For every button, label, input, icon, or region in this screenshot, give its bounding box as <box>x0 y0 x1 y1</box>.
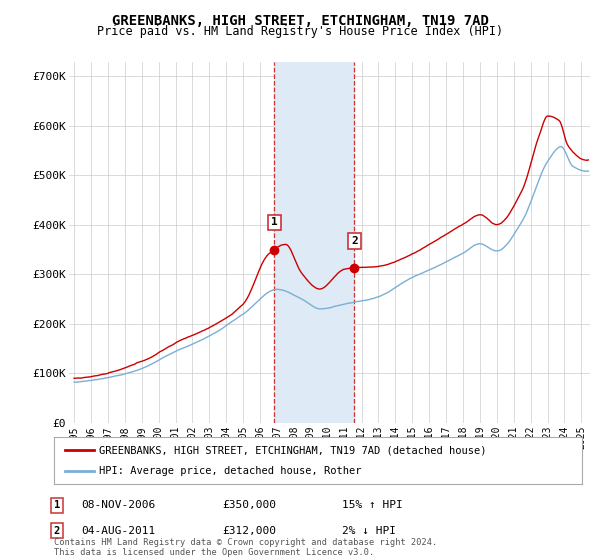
Text: 04-AUG-2011: 04-AUG-2011 <box>81 526 155 536</box>
Text: 1: 1 <box>54 500 60 510</box>
Text: 1: 1 <box>271 217 278 227</box>
Text: Contains HM Land Registry data © Crown copyright and database right 2024.
This d: Contains HM Land Registry data © Crown c… <box>54 538 437 557</box>
Bar <box>274 62 355 423</box>
Text: Price paid vs. HM Land Registry's House Price Index (HPI): Price paid vs. HM Land Registry's House … <box>97 25 503 38</box>
Text: 15% ↑ HPI: 15% ↑ HPI <box>342 500 403 510</box>
Text: HPI: Average price, detached house, Rother: HPI: Average price, detached house, Roth… <box>99 466 361 476</box>
Text: 2% ↓ HPI: 2% ↓ HPI <box>342 526 396 536</box>
Text: GREENBANKS, HIGH STREET, ETCHINGHAM, TN19 7AD: GREENBANKS, HIGH STREET, ETCHINGHAM, TN1… <box>112 14 488 28</box>
Text: GREENBANKS, HIGH STREET, ETCHINGHAM, TN19 7AD (detached house): GREENBANKS, HIGH STREET, ETCHINGHAM, TN1… <box>99 445 487 455</box>
Text: 2: 2 <box>351 236 358 246</box>
Text: 2: 2 <box>54 526 60 536</box>
Text: £312,000: £312,000 <box>222 526 276 536</box>
Text: 08-NOV-2006: 08-NOV-2006 <box>81 500 155 510</box>
Text: £350,000: £350,000 <box>222 500 276 510</box>
